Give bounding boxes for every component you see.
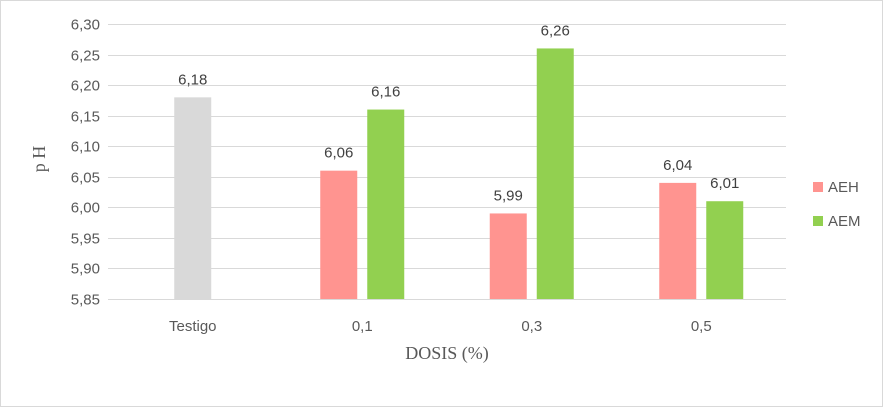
bar-aeh — [659, 182, 697, 299]
y-axis-title: p H — [29, 146, 49, 173]
y-tick-label: 6,00 — [71, 200, 100, 217]
data-label: 6,01 — [710, 175, 739, 192]
y-tick-label: 6,15 — [71, 109, 100, 126]
y-tick-label: 5,95 — [71, 231, 100, 248]
data-label: 5,99 — [494, 187, 523, 204]
bar-aem — [367, 109, 405, 299]
bar-aem — [706, 201, 744, 299]
legend-swatch-aeh — [813, 182, 823, 192]
x-tick-label: 0,5 — [691, 318, 712, 335]
legend-swatch-aem — [813, 216, 823, 226]
gridlines — [108, 24, 786, 300]
y-tick-label: 6,20 — [71, 78, 100, 95]
legend: AEH AEM — [813, 179, 861, 230]
legend-label-aeh: AEH — [828, 179, 859, 196]
bar-aem — [536, 48, 574, 299]
data-labels: 6,18 6,06 6,16 5,99 6,26 6,04 6,01 — [178, 22, 739, 204]
y-tick-label: 6,25 — [71, 48, 100, 65]
bar-aeh — [320, 170, 358, 299]
bar-aeh — [489, 213, 527, 299]
bar-testigo — [174, 97, 212, 299]
data-label: 6,04 — [663, 157, 692, 174]
bars — [174, 48, 744, 299]
y-tick-labels: 5,85 5,90 5,95 6,00 6,05 6,10 6,15 6,20 6,25 6,30 — [71, 17, 100, 309]
data-label: 6,06 — [324, 145, 353, 162]
y-tick-label: 5,85 — [71, 292, 100, 309]
data-label: 6,16 — [371, 84, 400, 101]
y-tick-label: 5,90 — [71, 261, 100, 278]
x-tick-label: 0,1 — [352, 318, 373, 335]
x-axis-title: DOSIS (%) — [405, 343, 489, 364]
x-tick-label: 0,3 — [521, 318, 542, 335]
legend-label-aem: AEM — [828, 213, 861, 230]
y-tick-label: 6,10 — [71, 139, 100, 156]
x-tick-labels: Testigo 0,1 0,3 0,5 — [169, 318, 712, 335]
x-tick-label: Testigo — [169, 318, 217, 335]
data-label: 6,18 — [178, 71, 207, 88]
y-tick-label: 6,30 — [71, 17, 100, 34]
data-label: 6,26 — [541, 22, 570, 39]
y-tick-label: 6,05 — [71, 170, 100, 187]
